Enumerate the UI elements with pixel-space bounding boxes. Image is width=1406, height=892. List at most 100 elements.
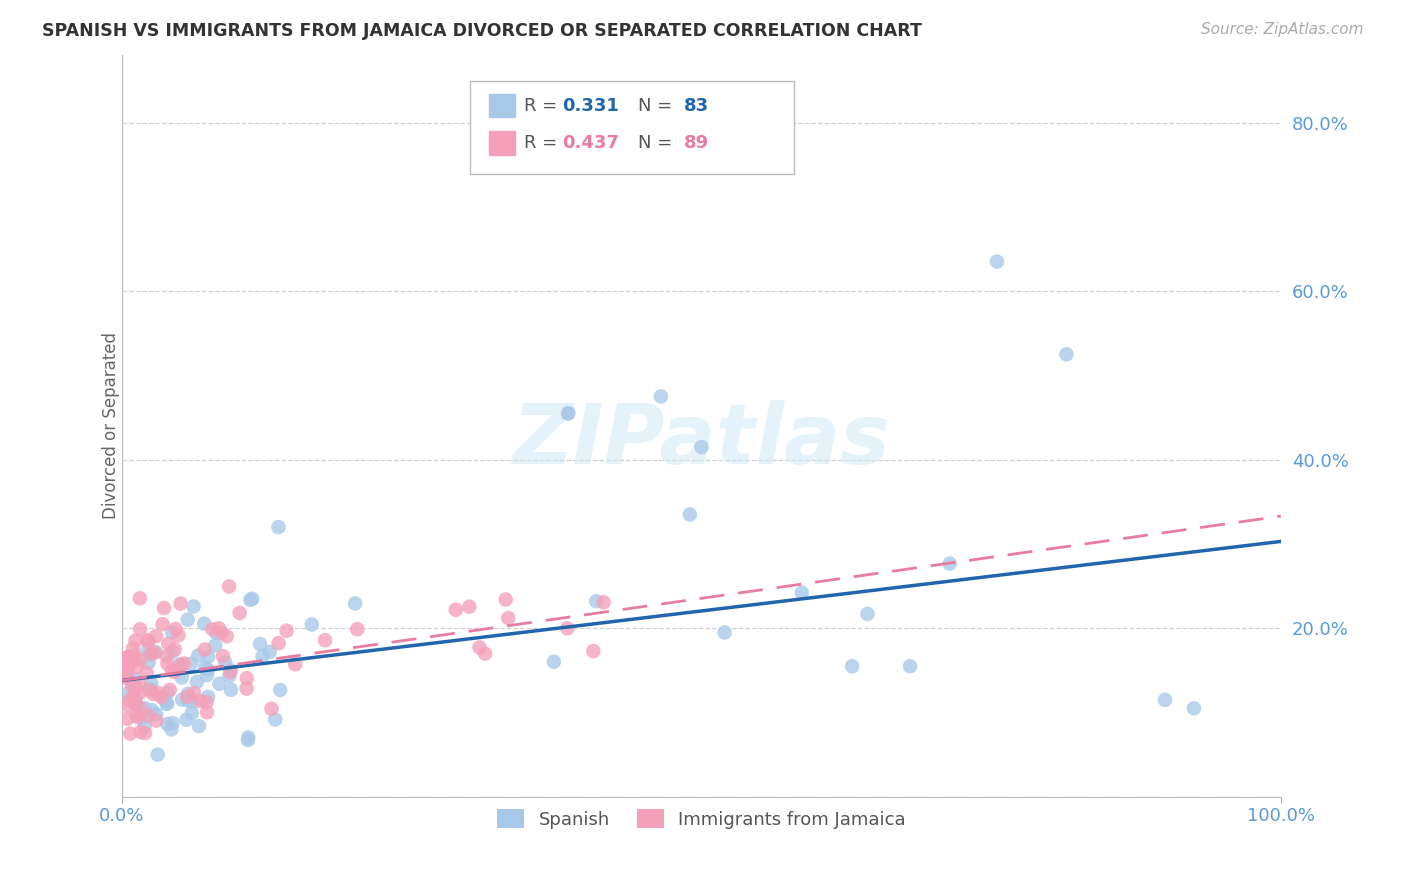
Point — [145, 707, 167, 722]
Point — [856, 607, 879, 621]
Point — [170, 658, 193, 673]
Point — [218, 669, 240, 683]
Point — [112, 651, 135, 665]
Point — [145, 645, 167, 659]
Point — [127, 710, 149, 724]
Point — [201, 622, 224, 636]
Point — [555, 621, 578, 635]
Point — [269, 683, 291, 698]
Point — [458, 599, 481, 614]
Point — [197, 663, 219, 677]
Point — [176, 690, 198, 704]
Point — [169, 657, 191, 672]
Text: 0.437: 0.437 — [562, 134, 619, 152]
Point — [543, 655, 565, 669]
Point — [495, 592, 517, 607]
Point — [690, 440, 713, 454]
Point — [136, 642, 159, 657]
Point — [214, 656, 236, 670]
Point — [713, 625, 735, 640]
Point — [1154, 693, 1177, 707]
Point — [125, 707, 148, 722]
Point — [284, 657, 307, 672]
Point — [134, 719, 156, 733]
Point — [122, 641, 145, 656]
Point — [162, 645, 184, 659]
Bar — [489, 94, 515, 118]
Point — [267, 636, 290, 650]
Point — [170, 671, 193, 685]
Point — [218, 580, 240, 594]
Point — [134, 701, 156, 715]
Point — [898, 659, 921, 673]
Point — [215, 629, 238, 643]
Point — [444, 603, 467, 617]
Point — [148, 686, 170, 700]
Point — [125, 681, 148, 695]
Point — [157, 637, 180, 651]
Point — [159, 682, 181, 697]
Point — [138, 656, 160, 670]
Point — [138, 634, 160, 648]
Point — [114, 669, 136, 683]
Y-axis label: Divorced or Separated: Divorced or Separated — [103, 333, 120, 519]
Point — [259, 645, 281, 659]
Point — [135, 665, 157, 680]
Point — [219, 682, 242, 697]
Point — [129, 725, 152, 739]
Point — [177, 613, 200, 627]
Point — [118, 649, 141, 664]
Point — [180, 706, 202, 720]
Point — [128, 676, 150, 690]
Text: ZIPatlas: ZIPatlas — [513, 401, 890, 482]
Point — [238, 731, 260, 745]
Point — [145, 714, 167, 728]
Point — [496, 611, 519, 625]
Point — [118, 657, 141, 672]
Point — [117, 665, 139, 679]
Point — [122, 690, 145, 704]
Point — [236, 671, 259, 685]
Point — [142, 687, 165, 701]
Point — [939, 557, 962, 571]
Point — [557, 406, 579, 420]
Point — [160, 664, 183, 678]
Point — [194, 642, 217, 657]
Point — [219, 663, 242, 677]
Point — [125, 695, 148, 709]
Point — [156, 697, 179, 711]
Text: 0.331: 0.331 — [562, 96, 619, 114]
Point — [193, 616, 215, 631]
Point — [177, 687, 200, 701]
Text: R =: R = — [524, 96, 564, 114]
Point — [112, 653, 135, 667]
Point — [165, 622, 187, 636]
Point — [163, 642, 186, 657]
Point — [152, 617, 174, 632]
Point — [276, 624, 298, 638]
Point — [468, 640, 491, 655]
Point — [155, 649, 177, 664]
Point — [114, 657, 136, 672]
Point — [138, 708, 160, 723]
Point — [162, 716, 184, 731]
Point — [205, 625, 228, 640]
Point — [156, 717, 179, 731]
Point — [139, 647, 162, 661]
Point — [141, 703, 163, 717]
Point — [592, 595, 614, 609]
Point — [121, 674, 143, 689]
Point — [239, 592, 262, 607]
Point — [195, 668, 218, 682]
Point — [118, 649, 141, 664]
Text: R =: R = — [524, 134, 564, 152]
Point — [208, 621, 231, 635]
Point — [314, 633, 336, 648]
Point — [679, 508, 702, 522]
Point — [124, 691, 146, 706]
Point — [235, 681, 257, 696]
Point — [120, 650, 142, 665]
Text: SPANISH VS IMMIGRANTS FROM JAMAICA DIVORCED OR SEPARATED CORRELATION CHART: SPANISH VS IMMIGRANTS FROM JAMAICA DIVOR… — [42, 22, 922, 40]
Point — [143, 646, 166, 660]
Point — [117, 671, 139, 685]
